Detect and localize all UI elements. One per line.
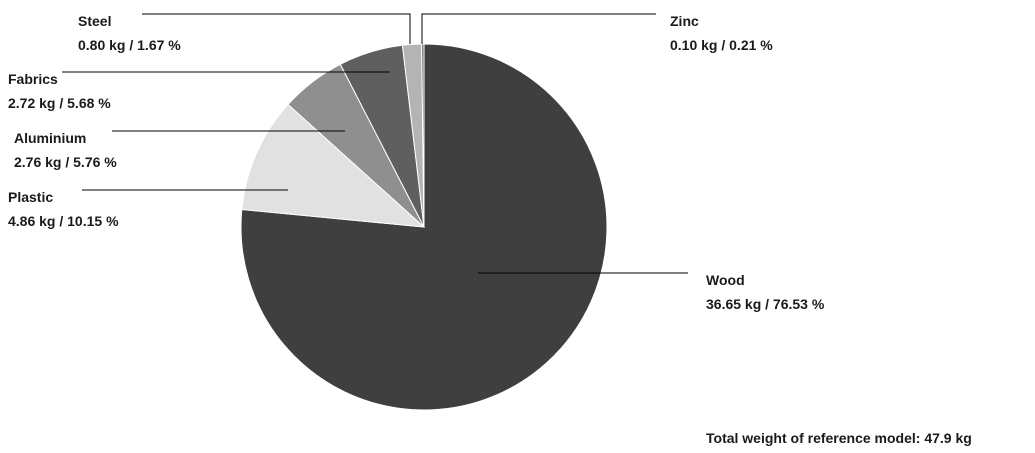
label-plastic: Plastic	[8, 189, 53, 205]
value-wood: 36.65 kg / 76.53 %	[706, 296, 825, 312]
slice-labels: Wood 36.65 kg / 76.53 % Plastic 4.86 kg / 1…	[8, 13, 825, 312]
value-fabrics: 2.72 kg / 5.68 %	[8, 95, 111, 111]
leader-lines	[62, 13, 688, 274]
total-weight-annotation: Total weight of reference model: 47.9 kg	[706, 430, 972, 446]
slice-plastic	[241, 103, 426, 228]
value-plastic: 4.86 kg / 10.15 %	[8, 213, 119, 229]
label-zinc: Zinc	[670, 13, 699, 29]
value-aluminium: 2.76 kg / 5.76 %	[14, 154, 117, 170]
slice-zinc	[421, 43, 425, 228]
value-steel: 0.80 kg / 1.67 %	[78, 37, 181, 53]
label-aluminium: Aluminium	[14, 130, 86, 146]
leader-zinc	[421, 13, 656, 44]
label-fabrics: Fabrics	[8, 71, 58, 87]
label-steel: Steel	[78, 13, 111, 29]
leader-steel	[142, 13, 411, 44]
pie-slices	[240, 43, 608, 411]
value-zinc: 0.10 kg / 0.21 %	[670, 37, 773, 53]
label-wood: Wood	[706, 272, 745, 288]
